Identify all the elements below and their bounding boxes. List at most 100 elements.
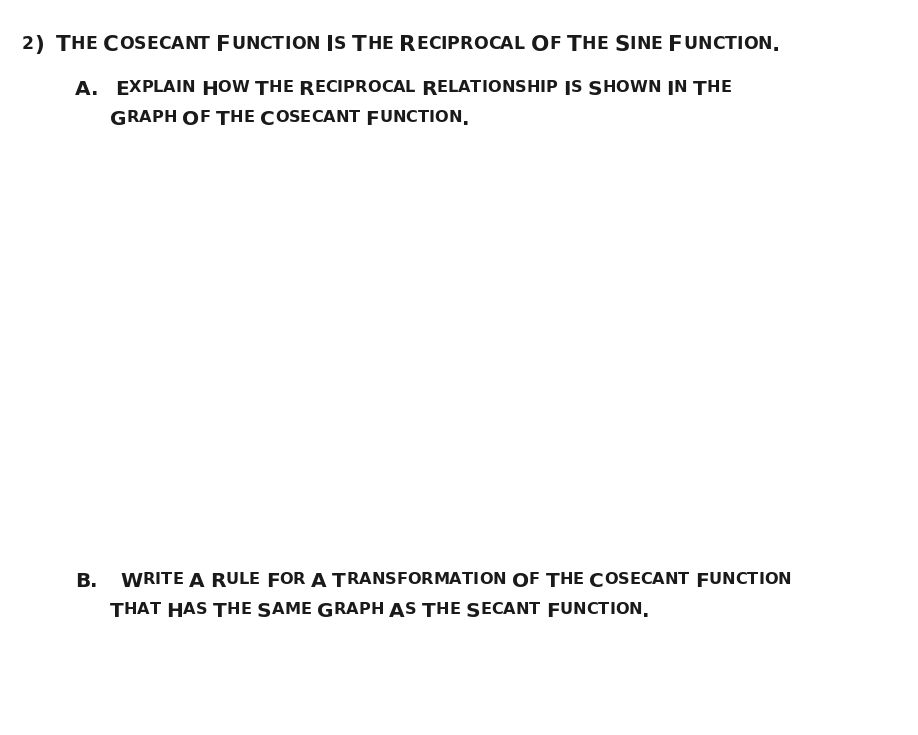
- Text: L: L: [447, 80, 458, 95]
- Text: A: A: [503, 602, 516, 617]
- Text: O: O: [743, 35, 757, 53]
- Text: T: T: [332, 572, 346, 591]
- Text: R: R: [210, 572, 226, 591]
- Text: P: P: [358, 602, 370, 617]
- Text: A: A: [450, 572, 462, 587]
- Text: H: H: [367, 35, 382, 53]
- Text: H: H: [227, 602, 241, 617]
- Text: N: N: [698, 35, 711, 53]
- Text: I: I: [441, 35, 447, 53]
- Text: E: E: [85, 35, 97, 53]
- Text: T: T: [255, 80, 268, 99]
- Text: C: C: [487, 35, 500, 53]
- Text: T: T: [418, 110, 429, 125]
- Text: P: P: [447, 35, 460, 53]
- Text: N: N: [335, 110, 349, 125]
- Text: A: A: [346, 602, 358, 617]
- Text: E: E: [480, 602, 491, 617]
- Text: I: I: [758, 572, 764, 587]
- Text: H: H: [71, 35, 85, 53]
- Text: R: R: [293, 572, 306, 587]
- Text: E: E: [282, 80, 293, 95]
- Text: N: N: [636, 35, 651, 53]
- Text: T: T: [598, 602, 610, 617]
- Text: E: E: [173, 572, 183, 587]
- Text: H: H: [163, 110, 177, 125]
- Text: N: N: [392, 110, 406, 125]
- Text: A: A: [189, 572, 205, 591]
- Text: A: A: [458, 80, 470, 95]
- Text: S: S: [515, 80, 526, 95]
- Text: O: O: [764, 572, 778, 587]
- Text: A: A: [139, 110, 151, 125]
- Text: I: I: [337, 80, 343, 95]
- Text: C: C: [103, 35, 118, 55]
- Text: O: O: [487, 80, 501, 95]
- Text: O: O: [531, 35, 549, 55]
- Text: S: S: [570, 80, 582, 95]
- Text: B: B: [75, 572, 90, 591]
- Text: G: G: [317, 602, 333, 621]
- Text: T: T: [161, 572, 173, 587]
- Text: C: C: [158, 35, 171, 53]
- Text: S: S: [257, 602, 272, 621]
- Text: A: A: [272, 602, 284, 617]
- Text: E: E: [436, 80, 447, 95]
- Text: N: N: [245, 35, 260, 53]
- Text: A: A: [389, 602, 405, 621]
- Text: F: F: [265, 572, 279, 591]
- Text: H: H: [559, 572, 573, 587]
- Text: E: E: [300, 602, 311, 617]
- Text: T: T: [678, 572, 689, 587]
- Text: T: T: [150, 602, 161, 617]
- Text: M: M: [284, 602, 300, 617]
- Text: .: .: [643, 602, 650, 621]
- Text: T: T: [747, 572, 758, 587]
- Text: R: R: [399, 35, 416, 55]
- Text: .: .: [90, 572, 97, 591]
- Text: F: F: [529, 572, 540, 587]
- Text: I: I: [563, 80, 570, 99]
- Text: T: T: [110, 602, 124, 621]
- Text: I: I: [666, 80, 674, 99]
- Text: R: R: [346, 572, 359, 587]
- Text: P: P: [151, 110, 163, 125]
- Text: O: O: [279, 572, 293, 587]
- Text: E: E: [449, 602, 460, 617]
- Text: U: U: [709, 572, 722, 587]
- Text: N: N: [501, 80, 515, 95]
- Text: A: A: [393, 80, 405, 95]
- Text: E: E: [314, 80, 325, 95]
- Text: C: C: [589, 572, 604, 591]
- Text: I: I: [630, 35, 636, 53]
- Text: N: N: [647, 80, 661, 95]
- Text: M: M: [433, 572, 450, 587]
- Text: F: F: [549, 35, 561, 53]
- Text: S: S: [385, 572, 397, 587]
- Text: ): ): [34, 35, 44, 55]
- Text: O: O: [367, 80, 381, 95]
- Text: I: I: [429, 110, 434, 125]
- Text: O: O: [407, 572, 420, 587]
- Text: N: N: [757, 35, 772, 53]
- Text: S: S: [588, 80, 602, 99]
- Text: L: L: [239, 572, 249, 587]
- Text: R: R: [421, 80, 436, 99]
- Text: S: S: [405, 602, 416, 617]
- Text: O: O: [274, 110, 288, 125]
- Text: .: .: [91, 80, 98, 99]
- Text: A: A: [171, 35, 184, 53]
- Text: E: E: [382, 35, 394, 53]
- Text: U: U: [231, 35, 245, 53]
- Text: N: N: [674, 80, 688, 95]
- Text: T: T: [422, 602, 436, 621]
- Text: W: W: [231, 80, 249, 95]
- Text: O: O: [615, 602, 629, 617]
- Text: T: T: [724, 35, 736, 53]
- Text: C: C: [325, 80, 337, 95]
- Text: H: H: [602, 80, 616, 95]
- Text: I: I: [473, 572, 479, 587]
- Text: P: P: [141, 80, 153, 95]
- Text: E: E: [573, 572, 584, 587]
- Text: F: F: [546, 602, 560, 621]
